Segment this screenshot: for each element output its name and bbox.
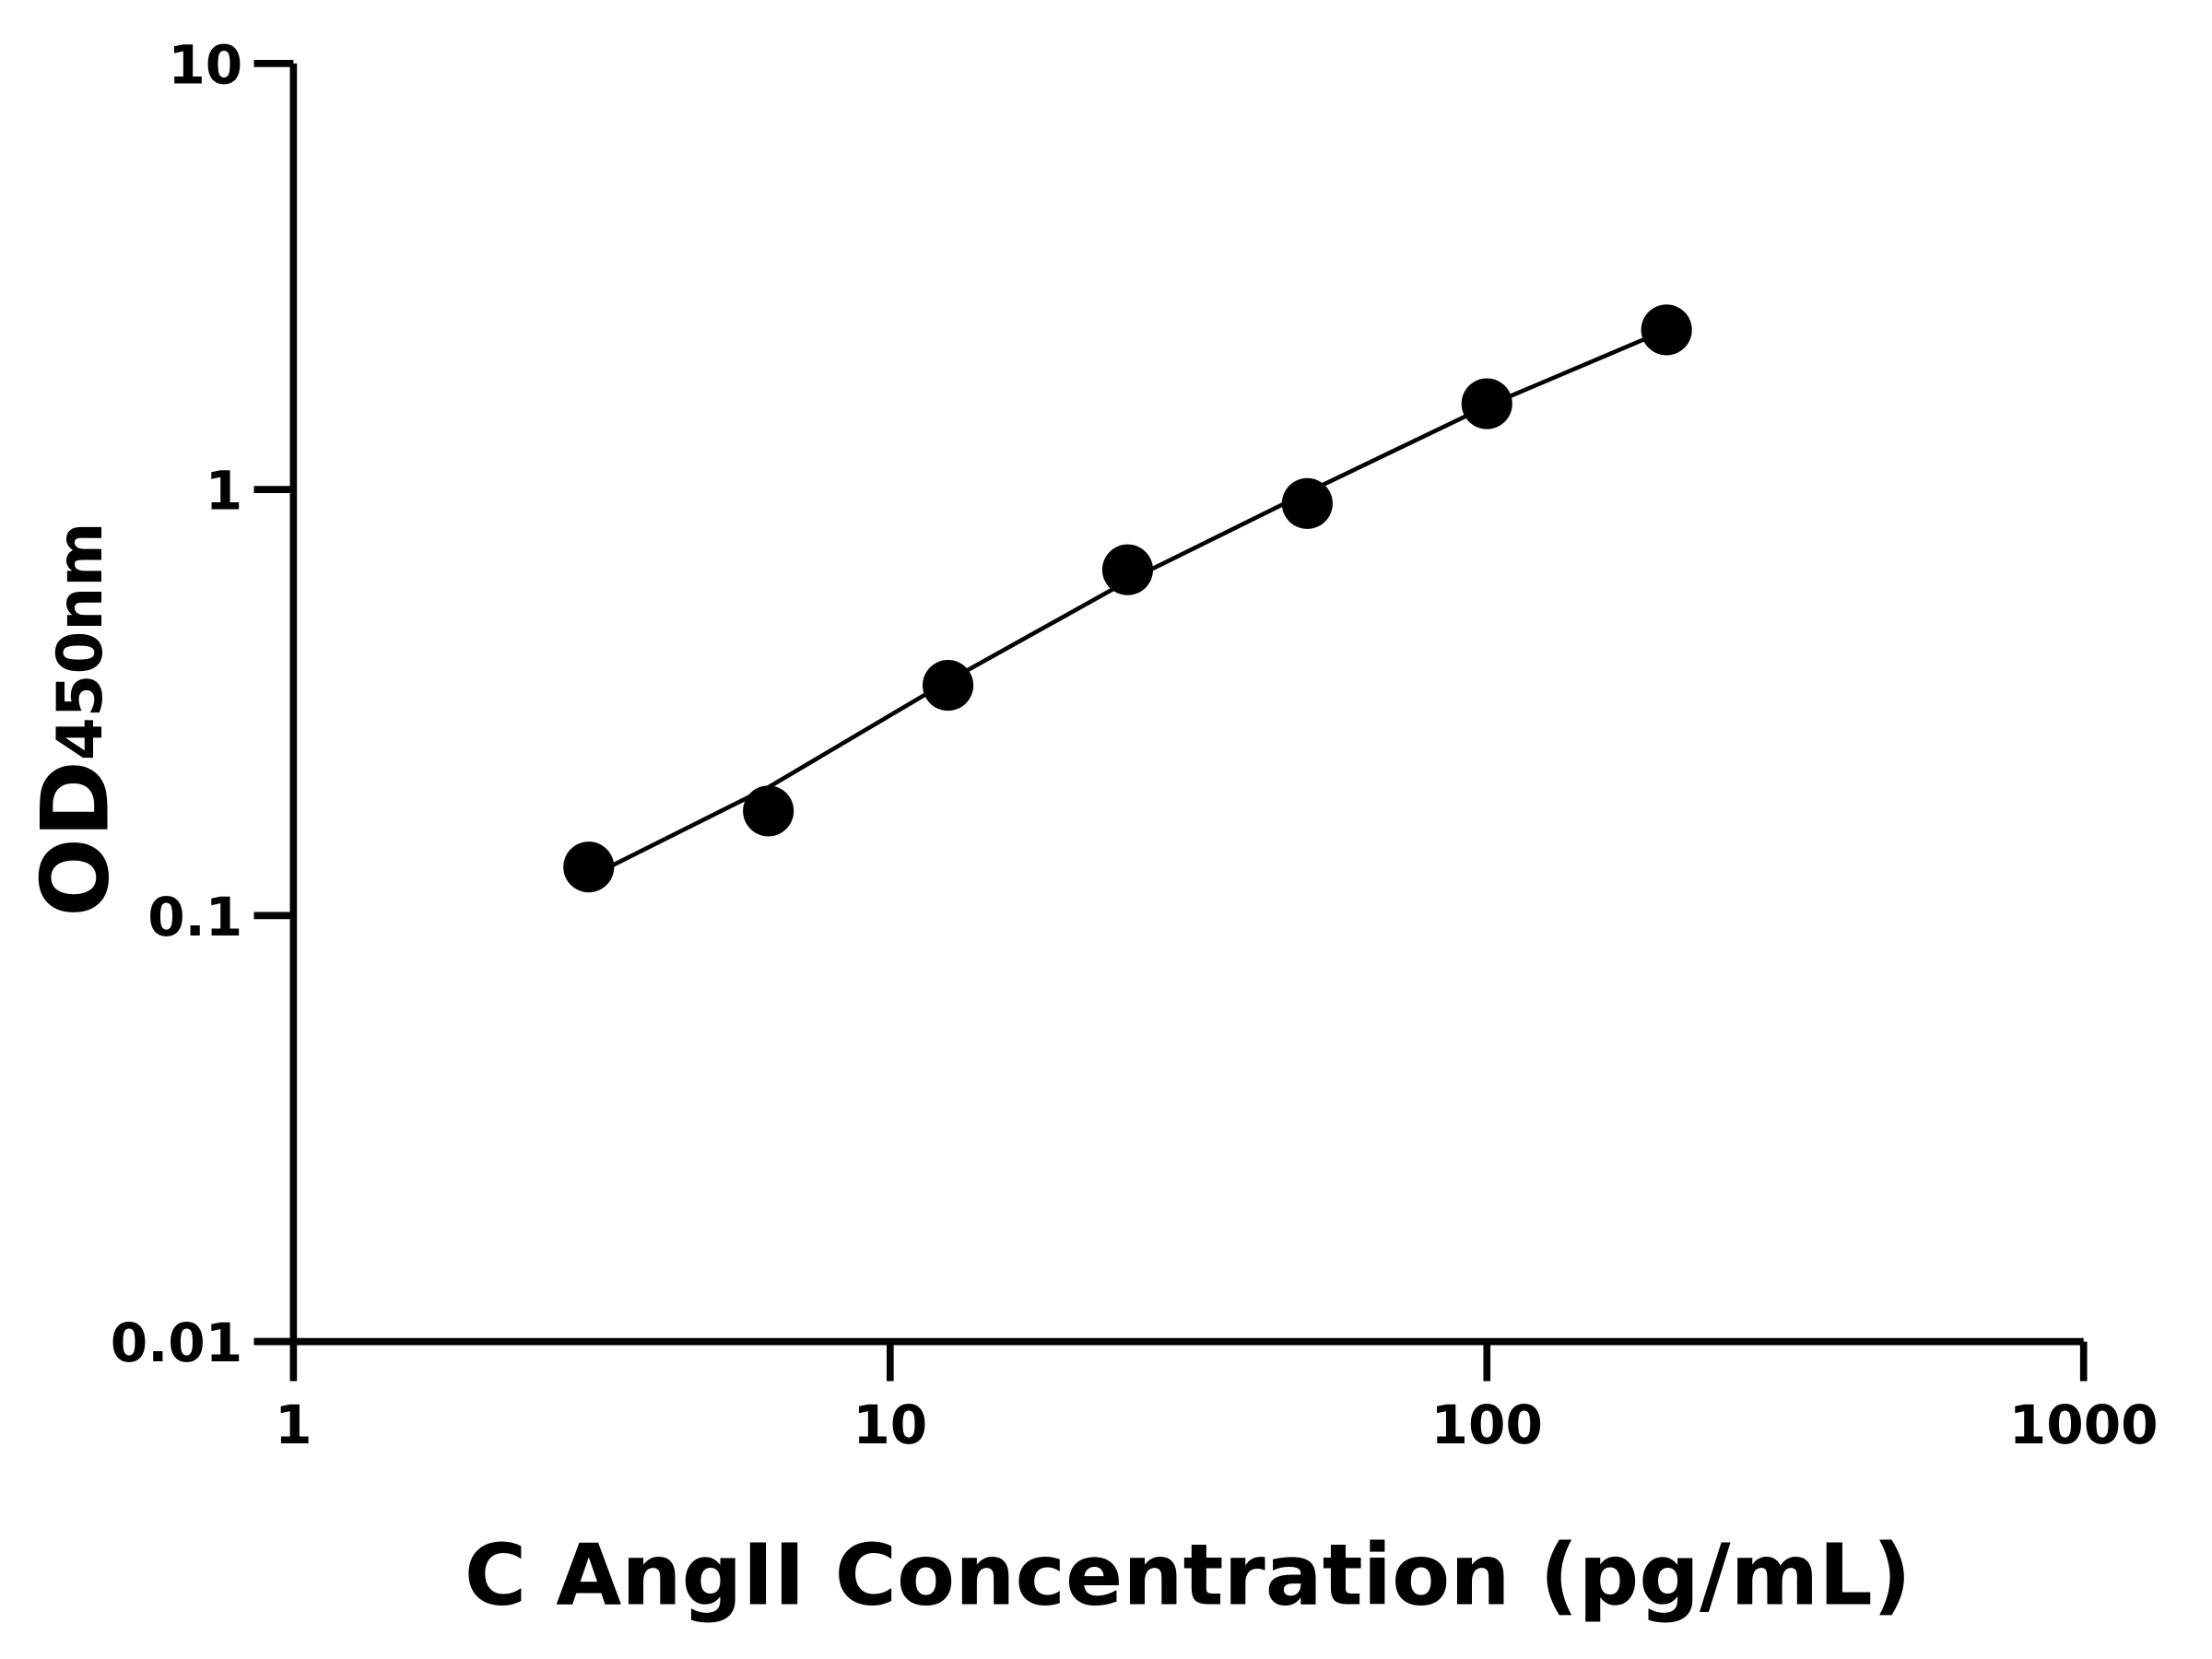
data-point [1281,477,1333,529]
data-point [1461,378,1512,429]
x-tick-label: 1 [275,1394,312,1456]
y-tick-label: 0.1 [147,886,242,948]
data-points-layer [563,304,1692,893]
y-axis-label-main: OD [20,760,129,917]
y-tick-label: 1 [206,460,242,523]
data-point [1641,304,1692,356]
svg-text:OD450nm: OD450nm [20,523,129,917]
data-point [1101,544,1154,595]
y-tick-label: 0.01 [111,1312,243,1374]
x-axis-label: C AngII Concentration (pg/mL) [465,1525,1912,1624]
axes-layer: 1 10 100 1000 0.01 0.1 1 10 [111,33,2159,1456]
y-axis-label: OD450nm [20,523,129,917]
data-point [743,785,794,837]
x-tick-label: 100 [1431,1394,1543,1456]
x-tick-label: 1000 [2009,1394,2159,1456]
data-point [923,660,974,712]
y-tick-label: 10 [168,33,242,96]
data-point [563,841,615,893]
y-axis-label-subscript: 450nm [43,523,116,761]
x-tick-label: 10 [853,1394,927,1456]
